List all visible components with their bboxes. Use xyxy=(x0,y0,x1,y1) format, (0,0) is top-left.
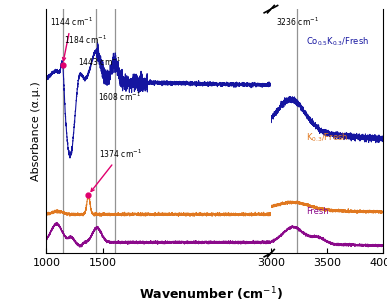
Text: 1144 cm$^{-1}$: 1144 cm$^{-1}$ xyxy=(50,16,93,61)
Text: Wavenumber (cm$^{-1}$): Wavenumber (cm$^{-1}$) xyxy=(139,285,283,303)
Text: 1608 cm$^{-1}$: 1608 cm$^{-1}$ xyxy=(98,91,141,103)
Text: 1374 cm$^{-1}$: 1374 cm$^{-1}$ xyxy=(91,148,142,192)
Text: 1443 cm$^{-1}$: 1443 cm$^{-1}$ xyxy=(78,56,121,68)
Text: 1184 cm$^{-1}$: 1184 cm$^{-1}$ xyxy=(64,34,107,46)
Text: 3236 cm$^{-1}$: 3236 cm$^{-1}$ xyxy=(276,16,319,28)
Text: Fresh: Fresh xyxy=(306,207,328,216)
Text: Co$_{0.5}$K$_{0.3}$/Fresh: Co$_{0.5}$K$_{0.3}$/Fresh xyxy=(306,35,369,48)
Y-axis label: Absorbance (α.μ.): Absorbance (α.μ.) xyxy=(31,81,41,181)
Text: K$_{0.3}$/Fresh: K$_{0.3}$/Fresh xyxy=(306,132,348,144)
